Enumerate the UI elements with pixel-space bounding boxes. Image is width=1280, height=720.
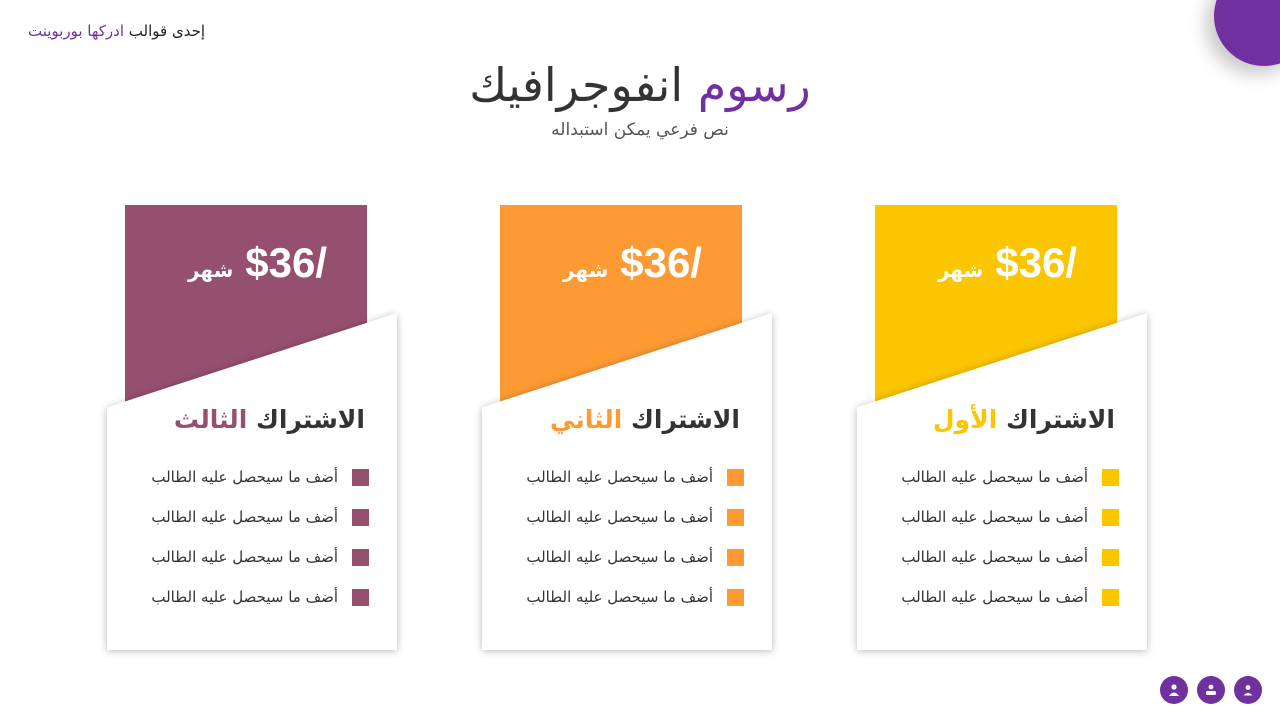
feature-text: أضف ما سيحصل عليه الطالب xyxy=(901,588,1088,606)
group-icon[interactable] xyxy=(1197,676,1225,704)
bullet-square-icon xyxy=(727,468,744,486)
bullet-square-icon xyxy=(352,508,369,526)
feature-list: أضف ما سيحصل عليه الطالب أضف ما سيحصل عل… xyxy=(869,467,1119,627)
price-unit: شهر xyxy=(562,258,609,282)
bullet-square-icon xyxy=(727,508,744,526)
feature-text: أضف ما سيحصل عليه الطالب xyxy=(151,588,338,606)
title-main: انفوجرافيك xyxy=(469,58,684,112)
bullet-square-icon xyxy=(727,588,744,606)
price-unit: شهر xyxy=(187,258,234,282)
bullet-square-icon xyxy=(352,548,369,566)
feature-item: أضف ما سيحصل عليه الطالب xyxy=(119,507,369,527)
feature-item: أضف ما سيحصل عليه الطالب xyxy=(869,507,1119,527)
plan-title-accent: الثاني xyxy=(550,405,623,434)
feature-item: أضف ما سيحصل عليه الطالب xyxy=(119,547,369,567)
title-accent: رسوم xyxy=(697,58,811,112)
bullet-square-icon xyxy=(1102,508,1119,526)
feature-text: أضف ما سيحصل عليه الطالب xyxy=(901,468,1088,486)
plan-card-third: شهر $36/ الاشتراك الثالث أضف ما سيحصل عل… xyxy=(107,205,397,650)
plan-card-first: شهر $36/ الاشتراك الأول أضف ما سيحصل علي… xyxy=(857,205,1147,650)
plan-price: شهر $36/ xyxy=(563,239,702,287)
plan-title: الاشتراك الأول xyxy=(933,405,1115,434)
plan-title-accent: الأول xyxy=(932,405,998,434)
feature-list: أضف ما سيحصل عليه الطالب أضف ما سيحصل عل… xyxy=(494,467,744,627)
plan-title-main: الاشتراك xyxy=(1005,405,1115,434)
plan-title-main: الاشتراك xyxy=(630,405,740,434)
feature-text: أضف ما سيحصل عليه الطالب xyxy=(151,468,338,486)
feature-item: أضف ما سيحصل عليه الطالب xyxy=(494,467,744,487)
brand-prefix: إحدى قوالب xyxy=(128,22,206,40)
plan-card-second: شهر $36/ الاشتراك الثاني أضف ما سيحصل عل… xyxy=(482,205,772,650)
bullet-square-icon xyxy=(352,588,369,606)
feature-item: أضف ما سيحصل عليه الطالب xyxy=(869,467,1119,487)
user-icon[interactable] xyxy=(1160,676,1188,704)
price-amount: $36/ xyxy=(245,239,327,286)
feature-item: أضف ما سيحصل عليه الطالب xyxy=(119,587,369,607)
bullet-square-icon xyxy=(727,548,744,566)
feature-item: أضف ما سيحصل عليه الطالب xyxy=(494,587,744,607)
feature-item: أضف ما سيحصل عليه الطالب xyxy=(869,547,1119,567)
plan-title-accent: الثالث xyxy=(173,405,248,434)
bullet-square-icon xyxy=(1102,468,1119,486)
feature-text: أضف ما سيحصل عليه الطالب xyxy=(526,548,713,566)
brand-label: إحدى قوالب ادركها بوربوينت xyxy=(28,22,205,40)
feature-text: أضف ما سيحصل عليه الطالب xyxy=(526,588,713,606)
plan-price: شهر $36/ xyxy=(188,239,327,287)
feature-item: أضف ما سيحصل عليه الطالب xyxy=(494,547,744,567)
plan-title-main: الاشتراك xyxy=(255,405,365,434)
feature-text: أضف ما سيحصل عليه الطالب xyxy=(901,508,1088,526)
corner-decoration xyxy=(1214,0,1280,66)
plan-price: شهر $36/ xyxy=(938,239,1077,287)
brand-accent: ادركها بوربوينت xyxy=(28,22,125,40)
feature-item: أضف ما سيحصل عليه الطالب xyxy=(119,467,369,487)
price-amount: $36/ xyxy=(995,239,1077,286)
plan-title: الاشتراك الثاني xyxy=(550,405,740,434)
profile-icon[interactable] xyxy=(1234,676,1262,704)
feature-text: أضف ما سيحصل عليه الطالب xyxy=(526,468,713,486)
page-subtitle: نص فرعي يمكن استبداله xyxy=(551,120,729,140)
feature-list: أضف ما سيحصل عليه الطالب أضف ما سيحصل عل… xyxy=(119,467,369,627)
footer-icons xyxy=(1160,676,1262,704)
bullet-square-icon xyxy=(352,468,369,486)
feature-item: أضف ما سيحصل عليه الطالب xyxy=(869,587,1119,607)
feature-text: أضف ما سيحصل عليه الطالب xyxy=(151,548,338,566)
feature-text: أضف ما سيحصل عليه الطالب xyxy=(526,508,713,526)
plan-title: الاشتراك الثالث xyxy=(174,405,365,434)
feature-text: أضف ما سيحصل عليه الطالب xyxy=(901,548,1088,566)
feature-item: أضف ما سيحصل عليه الطالب xyxy=(494,507,744,527)
page-title: رسوم انفوجرافيك xyxy=(0,58,1280,112)
price-unit: شهر xyxy=(937,258,984,282)
bullet-square-icon xyxy=(1102,548,1119,566)
feature-text: أضف ما سيحصل عليه الطالب xyxy=(151,508,338,526)
bullet-square-icon xyxy=(1102,588,1119,606)
price-amount: $36/ xyxy=(620,239,702,286)
